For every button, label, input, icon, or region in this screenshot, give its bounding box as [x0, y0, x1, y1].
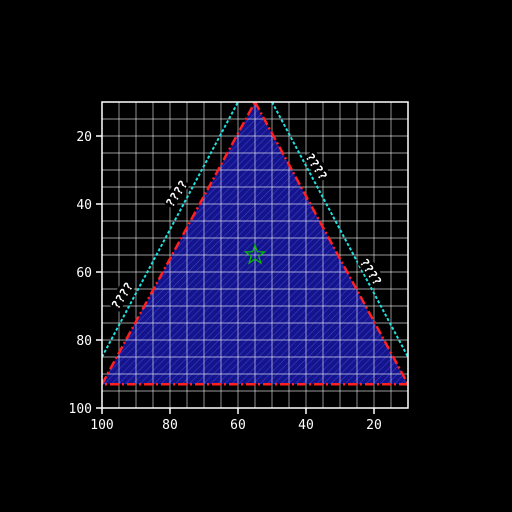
y-tick-label: 60: [76, 266, 92, 281]
plot-area: [102, 102, 408, 408]
contour-label: ????: [107, 278, 136, 312]
contour-label-bg: [357, 255, 386, 288]
triangle-edge-left: [102, 102, 257, 385]
y-tick-label: 20: [76, 130, 92, 145]
offset-line-right: [271, 102, 408, 358]
x-tick-label: 40: [298, 418, 314, 433]
contour-label-bg: [161, 176, 191, 210]
x-tick-label: 80: [162, 418, 178, 433]
triangle-edge-right: [253, 102, 408, 385]
axes: 100 80 60 40 20 20 40 60 80 100: [69, 101, 409, 433]
x-tick-label: 60: [230, 418, 246, 433]
x-tick-label: 20: [366, 418, 382, 433]
contour-label-bg: [107, 278, 136, 312]
contour-label: ????: [161, 176, 191, 210]
contour-label-bg: [302, 149, 332, 183]
y-tick-label: 100: [69, 402, 92, 417]
axes-frame: [101, 101, 409, 409]
y-tick-label: 80: [76, 334, 92, 349]
star-marker: [243, 243, 267, 265]
offset-line-left: [102, 102, 239, 358]
x-tick-label: 100: [90, 418, 113, 433]
y-tick-label: 40: [76, 198, 92, 213]
